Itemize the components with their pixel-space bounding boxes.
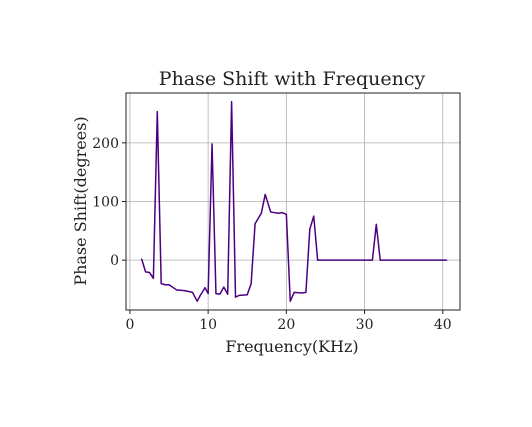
data-point xyxy=(238,294,241,296)
y-tick-label: 100 xyxy=(92,195,119,211)
data-point xyxy=(250,283,252,285)
x-tick-label: 20 xyxy=(277,317,295,333)
data-point xyxy=(285,213,287,215)
data-point xyxy=(148,271,151,274)
y-axis-ticks: 0 100 200 xyxy=(92,136,126,269)
data-point xyxy=(234,296,237,298)
data-point xyxy=(313,215,315,217)
data-point xyxy=(204,287,206,289)
data-point xyxy=(277,212,280,214)
data-point xyxy=(223,286,225,288)
x-axis-label: Frequency(KHz) xyxy=(225,337,358,356)
data-point xyxy=(191,291,194,294)
data-point xyxy=(199,294,201,296)
x-axis-ticks: 0 10 20 30 40 xyxy=(125,310,452,333)
series-group xyxy=(140,101,448,302)
y-axis-label: Phase Shift(degrees) xyxy=(71,116,90,285)
data-point xyxy=(363,259,366,261)
data-point xyxy=(196,300,198,302)
series-line-0 xyxy=(140,101,447,302)
data-point xyxy=(281,212,284,214)
grid-lines xyxy=(126,93,460,310)
data-point xyxy=(446,259,448,261)
data-point xyxy=(215,292,217,295)
data-point xyxy=(156,111,158,113)
data-point xyxy=(141,258,143,260)
data-point xyxy=(207,292,209,295)
data-point xyxy=(211,143,213,145)
data-point xyxy=(260,212,262,214)
x-tick-label: 30 xyxy=(356,317,374,333)
data-point xyxy=(254,223,256,225)
data-point xyxy=(164,284,166,286)
data-point xyxy=(264,193,266,196)
data-point xyxy=(293,291,295,294)
data-point xyxy=(219,293,221,295)
data-point xyxy=(309,228,311,230)
data-point xyxy=(168,284,170,286)
data-point xyxy=(375,223,377,225)
data-point xyxy=(152,277,154,279)
data-point xyxy=(160,283,162,285)
data-point xyxy=(184,290,186,292)
data-point xyxy=(231,101,233,103)
data-point xyxy=(144,271,147,273)
y-tick-label: 0 xyxy=(110,253,119,269)
data-point xyxy=(176,289,178,291)
data-point xyxy=(301,292,303,294)
data-point xyxy=(270,211,272,213)
x-tick-label: 10 xyxy=(199,317,217,333)
data-point xyxy=(227,293,229,295)
x-tick-label: 0 xyxy=(125,317,134,333)
data-point xyxy=(371,259,373,261)
data-point xyxy=(289,300,291,302)
data-point xyxy=(246,294,248,296)
data-point xyxy=(379,259,381,261)
data-point xyxy=(317,259,319,261)
y-tick-label: 200 xyxy=(92,136,119,152)
x-tick-label: 40 xyxy=(434,317,452,333)
data-point xyxy=(305,291,307,294)
chart-title: Phase Shift with Frequency xyxy=(159,68,426,90)
